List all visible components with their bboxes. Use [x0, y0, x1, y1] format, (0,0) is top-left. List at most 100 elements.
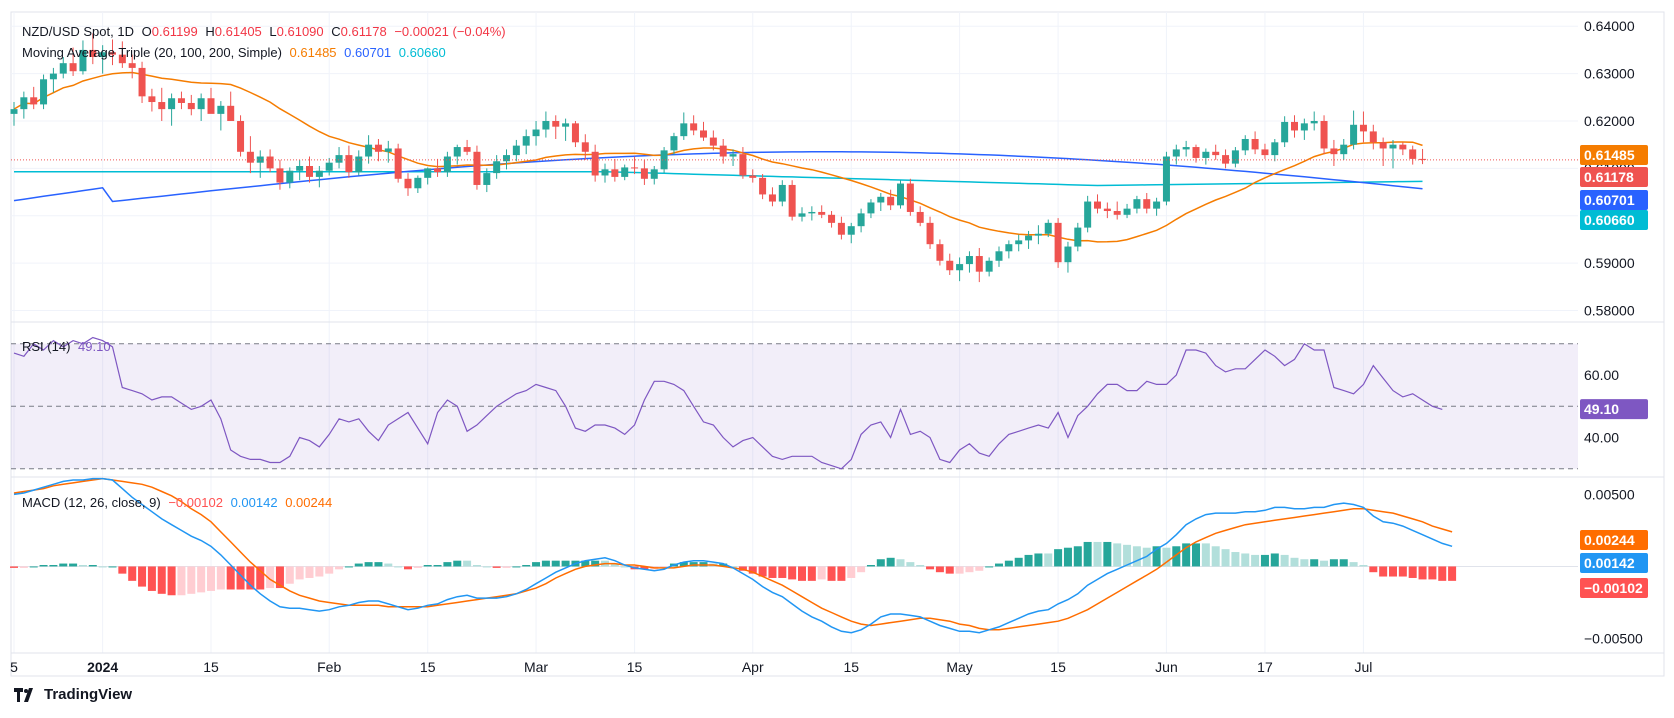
candle-body — [690, 123, 698, 131]
candle-body — [965, 256, 973, 265]
price-axis[interactable]: 0.640000.630000.620000.610000.600000.590… — [1580, 18, 1648, 646]
candle-body — [995, 251, 1003, 261]
macd-hist-bar — [108, 566, 117, 568]
macd-hist-bar — [1231, 552, 1240, 567]
ma100-line — [13, 151, 1423, 203]
candle-body — [1389, 144, 1397, 149]
macd-hist-bar — [384, 563, 393, 567]
macd-hist-value: −0.00102 — [168, 495, 223, 510]
candle-body — [1143, 199, 1151, 209]
time-tick-label: Jun — [1155, 659, 1178, 675]
candle-body — [355, 156, 363, 173]
macd-hist-bar — [423, 565, 432, 567]
candle-body — [847, 226, 855, 235]
candle-body — [660, 150, 668, 170]
time-tick-label: 15 — [1050, 659, 1066, 675]
price-tick-label: 0.62000 — [1584, 113, 1635, 129]
candle-body — [621, 167, 629, 177]
candle-body — [867, 202, 875, 214]
macd-hist-bar — [561, 560, 570, 567]
macd-hist-bar — [19, 566, 28, 568]
macd-hist-bar — [285, 566, 294, 584]
candle-body — [640, 168, 648, 179]
candle-body — [443, 156, 451, 173]
candle-body — [808, 211, 816, 214]
candle-body — [906, 183, 914, 212]
macd-hist-bar — [10, 566, 18, 568]
candle-body — [404, 178, 412, 189]
ma20-line — [13, 71, 1423, 243]
price-tick-label: 0.63000 — [1584, 66, 1635, 82]
macd-pane[interactable] — [10, 477, 1578, 634]
candle-body — [936, 244, 944, 261]
candle-body — [1133, 199, 1141, 209]
candle-body — [670, 136, 678, 151]
candle-body — [1320, 120, 1328, 149]
macd-hist-bar — [69, 563, 78, 567]
macd-hist-bar — [1320, 560, 1329, 567]
macd-hist-bar — [719, 563, 728, 567]
candle-body — [49, 73, 57, 80]
candle-body — [749, 175, 757, 178]
candle-body — [158, 102, 166, 110]
candle-body — [1005, 244, 1013, 252]
time-tick-label: 15 — [420, 659, 436, 675]
candle-body — [473, 151, 481, 185]
macd-hist-bar — [78, 565, 87, 567]
macd-hist-bar — [157, 566, 166, 594]
candle-body — [187, 102, 195, 110]
macd-hist-bar — [1093, 541, 1102, 567]
ma20-value: 0.61485 — [289, 45, 337, 60]
macd-hist-bar — [857, 566, 866, 573]
macd-hist-bar — [817, 566, 826, 580]
macd-hist-bar — [29, 566, 38, 568]
candle-body — [483, 173, 491, 185]
macd-hist-bar — [49, 565, 58, 567]
candle-body — [1281, 121, 1289, 143]
macd-hist-bar — [748, 566, 757, 574]
main-legend: NZD/USD Spot, 1D O0.61199 H0.61405 L0.61… — [22, 24, 510, 39]
candle-body — [611, 169, 619, 177]
time-tick-label: Jul — [1354, 659, 1372, 675]
macd-hist-bar — [1073, 546, 1082, 567]
macd-hist-bar — [364, 562, 373, 567]
candle-body — [306, 166, 313, 177]
ma200-value: 0.60660 — [398, 45, 446, 60]
macd-hist-bar — [935, 566, 944, 573]
macd-hist-bar — [295, 566, 304, 580]
macd-hist-bar — [344, 566, 353, 568]
macd-hist-bar — [266, 566, 275, 589]
candle-body — [138, 67, 146, 97]
tradingview-brand[interactable]: TradingView — [14, 686, 132, 703]
price-pane[interactable] — [10, 33, 1579, 283]
macd-hist-bar — [1034, 553, 1043, 567]
candle-body — [975, 256, 983, 272]
candle-body — [365, 144, 373, 157]
rsi-pane[interactable] — [11, 336, 1578, 470]
macd-hist-bar — [768, 566, 777, 578]
macd-hist-bar — [88, 565, 97, 567]
last-price-badge-bg — [1580, 167, 1648, 187]
candle-body — [1231, 150, 1239, 164]
macd-hist-bar — [1329, 559, 1338, 567]
candle-body — [956, 264, 964, 271]
low-label: L — [269, 24, 277, 39]
candle-body — [1251, 138, 1259, 150]
macd-hist-bar — [788, 566, 797, 580]
macd-hist-bar — [1408, 566, 1417, 578]
candle-body — [1182, 147, 1190, 150]
macd-hist-bar — [463, 560, 472, 567]
candle-body — [522, 136, 530, 146]
macd-hist-bar — [1339, 559, 1348, 567]
last-price-badge: 0.61178 — [1584, 169, 1634, 185]
ma200-line — [14, 170, 1423, 187]
time-axis[interactable]: 5 2024 15 Feb 15 Mar 15 Apr 15 May 15 Jun 17 Jul — [10, 659, 1372, 675]
price-tick-label: 0.64000 — [1584, 18, 1635, 34]
macd-hist-bar — [216, 566, 225, 590]
candle-body — [818, 211, 826, 215]
time-tick-label: Apr — [742, 659, 764, 675]
macd-hist-bar — [591, 560, 600, 567]
macd-hist-bar — [1300, 559, 1309, 567]
candle-body — [394, 148, 402, 179]
